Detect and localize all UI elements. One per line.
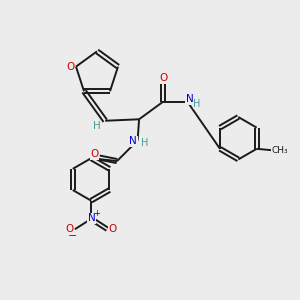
Text: CH₃: CH₃ [271, 146, 288, 155]
Text: H: H [193, 99, 200, 109]
Text: O: O [65, 224, 74, 234]
Text: N: N [186, 94, 193, 104]
Text: O: O [90, 149, 98, 159]
Text: −: − [68, 231, 77, 241]
Text: +: + [93, 209, 100, 218]
Text: O: O [67, 61, 75, 72]
Text: H: H [93, 121, 101, 131]
Text: H: H [141, 138, 149, 148]
Text: N: N [129, 136, 137, 146]
Text: N: N [88, 213, 96, 223]
Text: O: O [159, 74, 167, 83]
Text: O: O [109, 224, 117, 234]
